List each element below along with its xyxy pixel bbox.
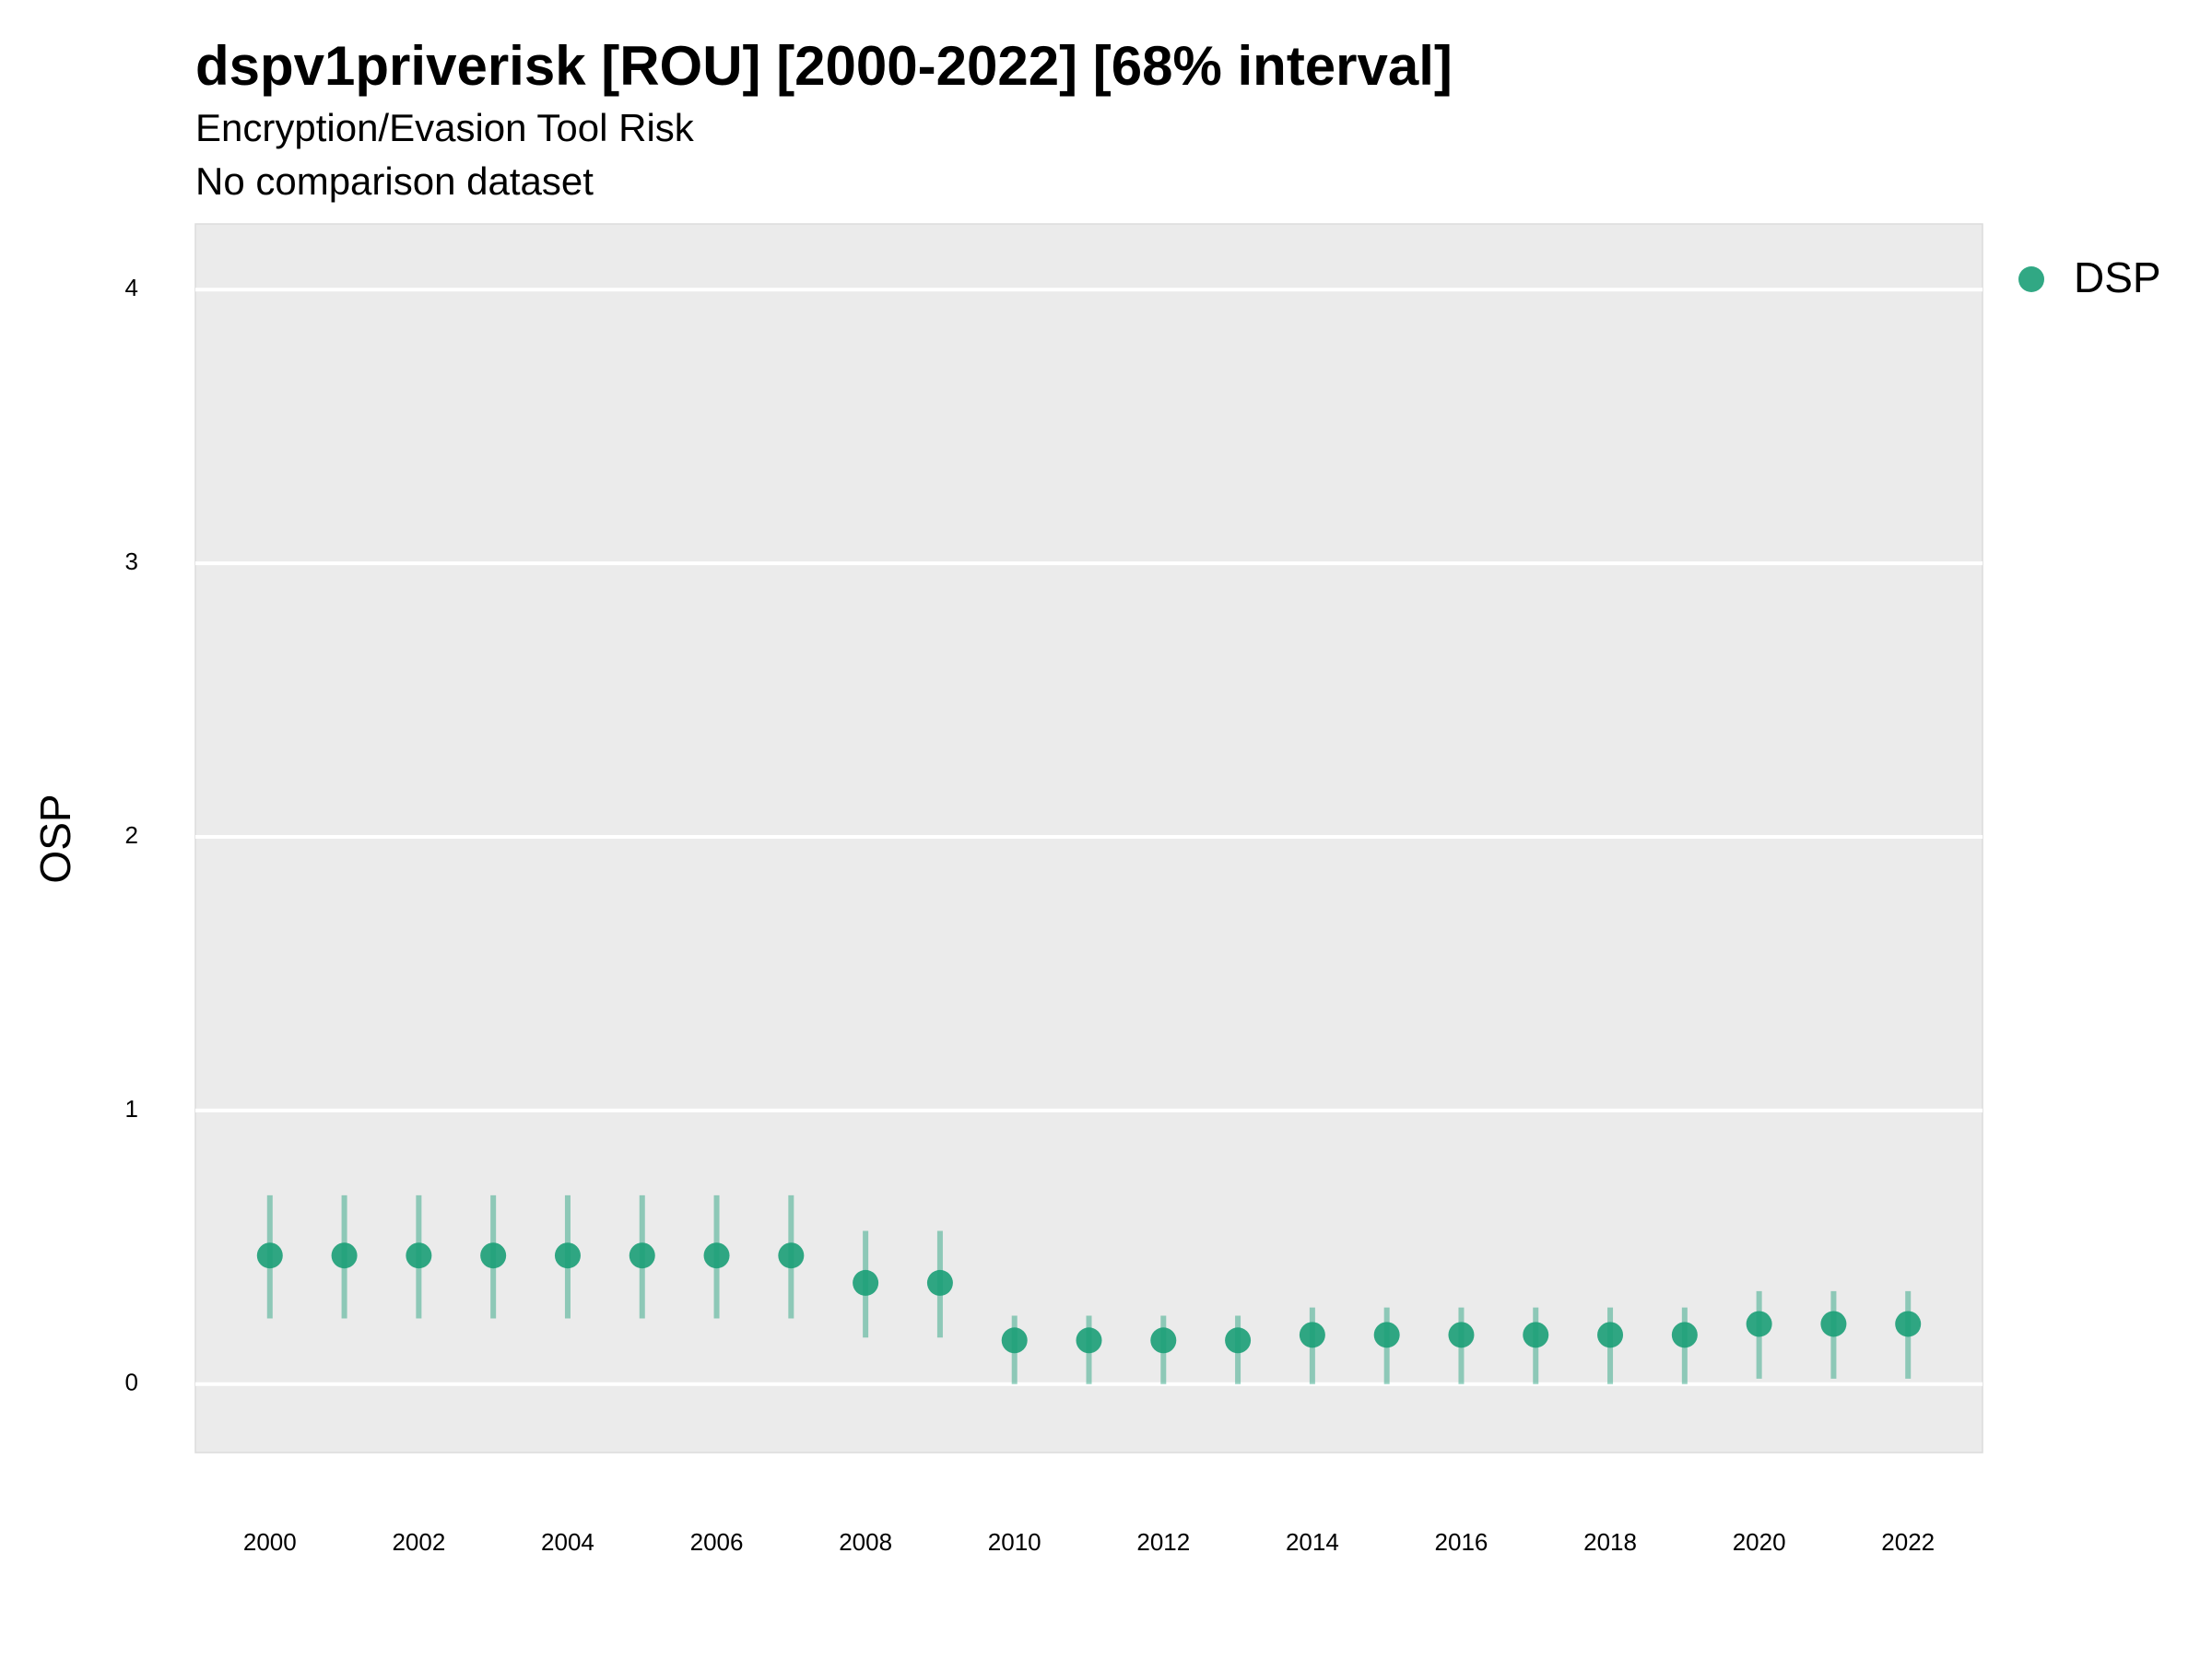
x-tick-label: 2020 bbox=[1733, 1528, 1786, 1556]
point bbox=[554, 1242, 581, 1269]
point bbox=[1448, 1322, 1475, 1348]
y-tick-label: 0 bbox=[125, 1369, 138, 1396]
point bbox=[406, 1242, 432, 1269]
point bbox=[1076, 1327, 1102, 1354]
y-tick-label: 3 bbox=[125, 547, 138, 575]
x-tick-label: 2000 bbox=[243, 1528, 297, 1556]
chart-subtitle: Encryption/Evasion Tool Risk bbox=[195, 106, 695, 149]
x-tick-label: 2004 bbox=[541, 1528, 594, 1556]
point bbox=[1225, 1327, 1252, 1354]
y-tick-label: 4 bbox=[125, 274, 138, 301]
legend-label: DSP bbox=[2074, 253, 2161, 301]
y-axis-label: OSP bbox=[31, 794, 79, 883]
point bbox=[926, 1269, 953, 1296]
point bbox=[1373, 1322, 1400, 1348]
y-tick-label: 2 bbox=[125, 821, 138, 849]
x-tick-label: 2014 bbox=[1286, 1528, 1339, 1556]
point bbox=[853, 1269, 879, 1296]
point bbox=[1299, 1322, 1325, 1348]
x-tick-label: 2006 bbox=[690, 1528, 744, 1556]
point bbox=[703, 1242, 730, 1269]
x-tick-label: 2016 bbox=[1435, 1528, 1488, 1556]
legend-marker bbox=[2018, 266, 2044, 292]
point bbox=[331, 1242, 358, 1269]
point bbox=[1150, 1327, 1177, 1354]
point bbox=[629, 1242, 655, 1269]
point bbox=[1671, 1322, 1698, 1348]
x-tick-label: 2012 bbox=[1136, 1528, 1190, 1556]
point bbox=[1001, 1327, 1028, 1354]
point bbox=[1895, 1311, 1922, 1337]
x-tick-label: 2002 bbox=[392, 1528, 445, 1556]
point bbox=[1746, 1311, 1772, 1337]
x-tick-label: 2018 bbox=[1583, 1528, 1637, 1556]
point bbox=[1523, 1322, 1549, 1348]
point bbox=[1597, 1322, 1624, 1348]
y-tick-label: 1 bbox=[125, 1095, 138, 1123]
point bbox=[480, 1242, 507, 1269]
chart-caption: No comparison dataset bbox=[195, 159, 594, 203]
point bbox=[1820, 1311, 1847, 1337]
point bbox=[778, 1242, 805, 1269]
point bbox=[256, 1242, 283, 1269]
x-tick-label: 2008 bbox=[839, 1528, 892, 1556]
chart-title: dspv1priverisk [ROU] [2000-2022] [68% in… bbox=[195, 35, 1453, 97]
x-tick-label: 2010 bbox=[988, 1528, 1041, 1556]
x-tick-label: 2022 bbox=[1881, 1528, 1935, 1556]
